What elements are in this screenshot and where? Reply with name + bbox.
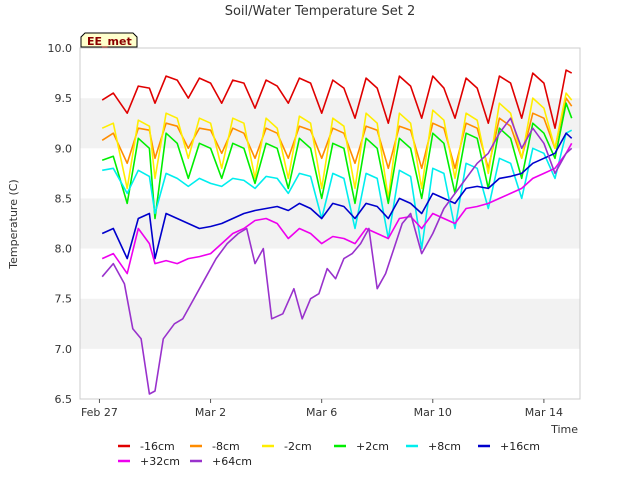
y-tick-label: 7.5 xyxy=(55,293,73,306)
chart-title: Soil/Water Temperature Set 2 xyxy=(225,4,416,19)
series-line-1 xyxy=(101,97,573,170)
series-lines xyxy=(101,69,573,395)
y-tick-label: 8.0 xyxy=(55,243,73,256)
series-line-7 xyxy=(101,117,573,395)
grid-band xyxy=(80,348,580,399)
x-tick-label: Feb 27 xyxy=(81,406,118,419)
series-line-5 xyxy=(101,132,573,260)
series-line-2 xyxy=(101,92,573,200)
legend-label: +8cm xyxy=(428,440,461,453)
y-tick-label: 8.5 xyxy=(55,192,73,205)
badge-label: EE_met xyxy=(87,35,132,48)
legend-label: -2cm xyxy=(284,440,312,453)
site-badge: EE_met xyxy=(80,32,138,48)
y-tick-label: 6.5 xyxy=(55,393,73,406)
series-line-0 xyxy=(101,69,573,129)
grid-band xyxy=(80,248,580,299)
y-tick-label: 10.0 xyxy=(48,42,73,55)
y-tick-label: 9.0 xyxy=(55,142,73,155)
x-axis-label: Time xyxy=(550,423,578,436)
y-axis-label: Temperature (C) xyxy=(7,179,20,269)
x-tick-label: Mar 6 xyxy=(306,406,337,419)
grid-bands xyxy=(80,48,580,399)
legend-label: +64cm xyxy=(212,455,252,468)
legend-label: +32cm xyxy=(140,455,180,468)
y-tick-label: 7.0 xyxy=(55,343,73,356)
y-axis-ticks: 6.5 7.0 7.5 8.0 8.5 9.0 9.5 10.0 xyxy=(48,42,73,406)
legend-label: -8cm xyxy=(212,440,240,453)
legend: -16cm -8cm -2cm +2cm +8cm +16cm +32cm +64cm xyxy=(118,440,540,468)
series-line-6 xyxy=(101,142,573,275)
grid-band xyxy=(80,298,580,349)
plot-area xyxy=(79,47,581,400)
badge-shape xyxy=(80,32,138,48)
legend-label: +16cm xyxy=(500,440,540,453)
x-tick-label: Mar 2 xyxy=(195,406,226,419)
legend-label: -16cm xyxy=(140,440,175,453)
legend-label: +2cm xyxy=(356,440,389,453)
y-tick-label: 9.5 xyxy=(55,92,73,105)
x-axis-ticks: Feb 27 Mar 2 Mar 6 Mar 10 Mar 14 xyxy=(81,399,563,419)
series-line-3 xyxy=(101,102,573,220)
x-tick-label: Mar 10 xyxy=(414,406,452,419)
series-line-4 xyxy=(102,129,573,250)
x-tick-label: Mar 14 xyxy=(525,406,563,419)
